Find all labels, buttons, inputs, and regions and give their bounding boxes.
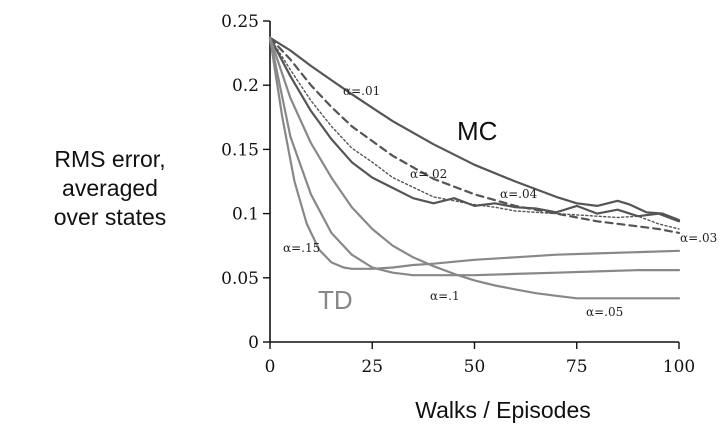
x-tick-label: 0 [265,357,276,377]
x-tick-label: 100 [663,357,695,377]
y-tick-label: 0.25 [221,12,259,32]
series-line-mc-alpha-01 [268,36,681,222]
x-tick-label: 25 [361,357,383,377]
alpha-label: α=.05 [586,305,623,319]
alpha-label: α=.04 [500,187,538,201]
series-line-mc-alpha-02 [268,36,681,234]
td-group-label: TD [318,285,353,315]
y-tick-label: 0.05 [221,269,259,289]
series-lines [268,36,681,300]
series-line-td-alpha-05 [268,36,681,300]
annotations: α=.01 α=.02 α=.03 α=.04 α=.05 α=.1 α=.15 MC TD [283,84,717,319]
y-tick-label: 0.2 [232,76,259,96]
x-tick-label: 75 [566,357,588,377]
y-axis-label-line: over states [54,204,167,230]
y-tick-label: 0.1 [232,205,259,225]
x-tick-label: 50 [464,357,486,377]
x-axis-label: Walks / Episodes [415,397,591,423]
alpha-label: α=.01 [343,84,380,98]
alpha-label: α=.15 [283,241,320,255]
series-line-td-alpha-15 [268,36,681,270]
alpha-label: α=.03 [680,231,717,245]
tick-marks [263,20,680,349]
y-axis-label-line: RMS error, [54,146,165,172]
y-tick-label: 0 [248,333,259,353]
y-axis-label: RMS error, averaged over states [54,146,167,230]
series-line-td-alpha-1 [268,36,681,277]
y-tick-label: 0.15 [221,140,259,160]
mc-group-label: MC [457,116,497,146]
tick-labels: 0 0.05 0.1 0.15 0.2 0.25 0 25 50 75 100 [221,12,695,377]
series-line-mc-alpha-04 [268,36,681,223]
alpha-label: α=.1 [430,289,460,303]
y-axis-label-line: averaged [62,175,158,201]
alpha-label: α=.02 [410,167,447,181]
